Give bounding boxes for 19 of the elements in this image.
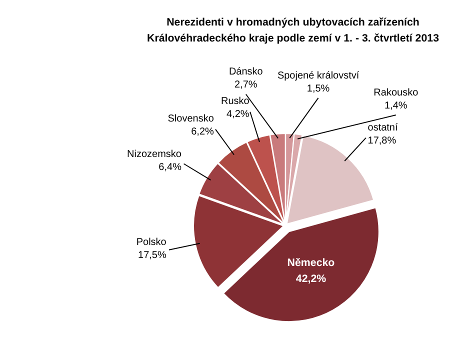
slice-label: Rakousko: [374, 87, 419, 98]
slice-label: Německo: [287, 256, 336, 269]
slice-label: Spojené království: [277, 70, 360, 82]
data-label: 42,2%: [296, 272, 327, 285]
slice-label: ostatní: [368, 122, 398, 134]
slice-label: Nizozemsko: [127, 148, 182, 160]
data-label: 1,4%: [384, 100, 408, 112]
data-label: 17,5%: [138, 250, 166, 261]
chart-title: Nerezidenti v hromadných ubytovacích zařízeních Královéhradeckého kraje podle zemí v 1. - 3. čtvrtletí 2013: [147, 16, 440, 44]
data-label: 1,5%: [306, 83, 330, 94]
slice-label: Dánsko: [228, 66, 264, 78]
data-label: 6,2%: [191, 126, 214, 138]
data-label: 4,2%: [226, 108, 250, 120]
data-label: 2,7%: [234, 80, 258, 91]
slice-label: Polsko: [136, 236, 167, 248]
slice-label: Slovensko: [168, 114, 214, 125]
data-label: 6,4%: [158, 162, 182, 173]
data-label: 17,8%: [368, 135, 396, 146]
slice-label: Rusko: [220, 96, 250, 107]
